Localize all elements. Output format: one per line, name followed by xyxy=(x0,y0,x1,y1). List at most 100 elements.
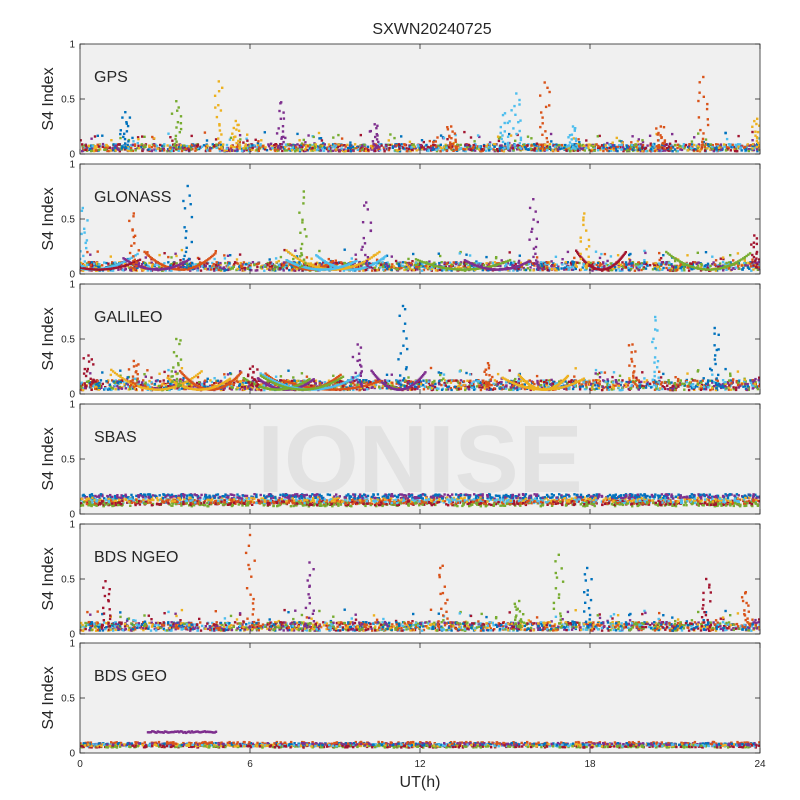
data-point xyxy=(246,147,249,150)
spike-point xyxy=(281,125,285,128)
spike-point xyxy=(220,147,224,150)
data-point xyxy=(437,265,441,268)
data-point xyxy=(731,262,735,266)
spike-point xyxy=(183,207,187,210)
data-point xyxy=(595,263,598,267)
data-point xyxy=(138,258,142,261)
data-point xyxy=(305,146,308,149)
data-point xyxy=(125,264,128,267)
spike-point xyxy=(532,247,536,250)
data-point xyxy=(266,267,269,271)
data-point xyxy=(758,148,760,152)
data-point xyxy=(731,143,734,146)
spike-point xyxy=(453,132,457,135)
data-point xyxy=(340,267,343,271)
data-point xyxy=(101,371,104,374)
data-point xyxy=(748,252,752,255)
data-point xyxy=(284,143,288,146)
data-point xyxy=(202,261,205,264)
data-point xyxy=(319,137,323,140)
data-point xyxy=(185,144,189,148)
data-point xyxy=(136,252,139,256)
data-point xyxy=(443,265,446,268)
data-point xyxy=(257,386,260,389)
data-point xyxy=(58,259,60,261)
data-point xyxy=(612,148,616,152)
data-point xyxy=(243,266,246,270)
data-point xyxy=(604,147,608,151)
data-point xyxy=(109,265,112,269)
data-point xyxy=(320,139,324,142)
data-point xyxy=(696,146,700,149)
data-point xyxy=(303,264,306,267)
data-point xyxy=(322,261,325,264)
data-point xyxy=(683,145,687,148)
data-point xyxy=(114,388,117,391)
data-point xyxy=(496,268,500,271)
spike-point xyxy=(302,196,306,199)
spike-point xyxy=(702,132,705,135)
data-point xyxy=(434,264,437,268)
data-point xyxy=(627,266,630,269)
data-point xyxy=(668,263,672,267)
spike-point xyxy=(655,127,658,130)
data-point xyxy=(722,257,725,261)
data-point xyxy=(470,268,473,271)
data-point xyxy=(420,264,423,267)
data-point xyxy=(515,265,518,268)
data-point xyxy=(560,147,563,150)
data-point xyxy=(562,146,566,150)
y-axis-label: S4 Index xyxy=(40,187,57,250)
data-point xyxy=(487,265,491,268)
data-point xyxy=(447,261,450,264)
data-point xyxy=(516,265,519,268)
data-point xyxy=(331,260,334,263)
data-point xyxy=(482,266,485,269)
data-point xyxy=(649,144,652,147)
data-point xyxy=(604,144,607,147)
data-point xyxy=(111,261,114,264)
data-point xyxy=(121,265,124,268)
spike-point xyxy=(448,134,451,138)
data-point xyxy=(230,149,234,152)
spike-point xyxy=(173,142,177,146)
data-point xyxy=(269,147,272,150)
data-point xyxy=(523,383,526,386)
spike-peak xyxy=(186,184,189,188)
spike-point xyxy=(545,137,548,140)
spike-point xyxy=(587,245,591,248)
spike-point xyxy=(663,147,666,150)
data-point xyxy=(500,268,504,271)
data-point xyxy=(682,267,686,270)
data-point xyxy=(336,145,339,149)
data-point xyxy=(206,262,209,265)
data-point xyxy=(742,263,746,267)
data-point xyxy=(103,144,107,147)
data-point xyxy=(737,145,740,148)
spike-point xyxy=(753,119,756,123)
data-point xyxy=(473,140,476,143)
data-point xyxy=(161,268,164,271)
data-point xyxy=(611,141,614,144)
data-point xyxy=(157,263,160,267)
data-point xyxy=(706,264,709,268)
spike-peak xyxy=(175,100,178,103)
data-point xyxy=(296,149,299,152)
data-point xyxy=(428,146,431,149)
data-point xyxy=(94,147,97,150)
data-point xyxy=(404,261,408,265)
data-point xyxy=(130,262,133,265)
spike-point xyxy=(535,259,538,262)
spike-point xyxy=(278,109,281,113)
data-point xyxy=(131,149,134,152)
data-point xyxy=(350,268,353,271)
data-point xyxy=(119,132,122,136)
data-point xyxy=(223,269,226,272)
data-point xyxy=(529,388,532,392)
data-point xyxy=(700,383,704,387)
data-point xyxy=(487,267,490,271)
data-point xyxy=(341,149,345,153)
data-point xyxy=(163,265,166,268)
data-point xyxy=(181,261,185,265)
data-point xyxy=(608,265,611,268)
